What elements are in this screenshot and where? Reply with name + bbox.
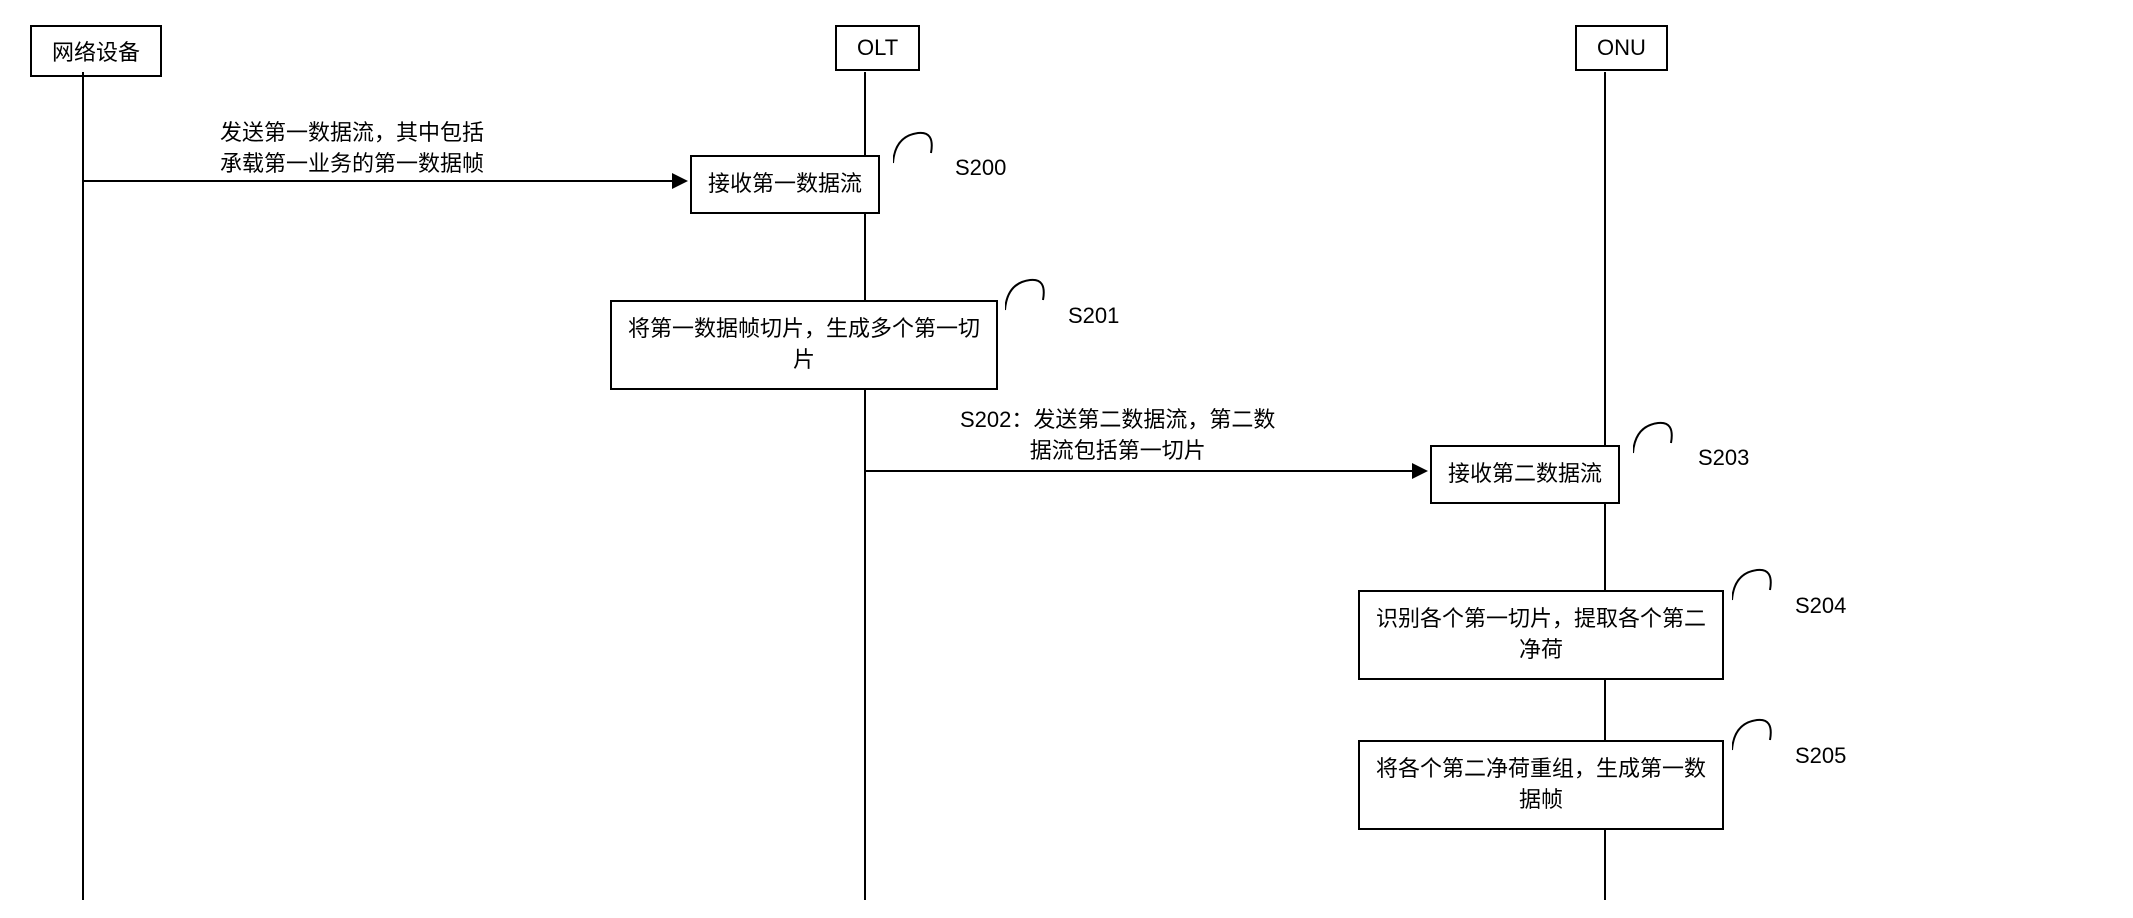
message1-text: 发送第一数据流，其中包括 承载第一业务的第一数据帧	[220, 118, 484, 180]
actor-network-device: 网络设备	[30, 25, 162, 77]
box-s203-text: 接收第二数据流	[1448, 461, 1602, 486]
message2-arrow	[1412, 463, 1428, 479]
box-s204-line1: 识别各个第一切片，提取各个第二	[1376, 606, 1706, 631]
box-s205: 将各个第二净荷重组，生成第一数 据帧	[1358, 740, 1724, 830]
actor-label: ONU	[1597, 35, 1646, 60]
box-s201-line2: 片	[793, 347, 815, 372]
lifeline-onu-mid1	[1604, 500, 1606, 590]
lifeline-network-device	[82, 72, 84, 900]
actor-label: OLT	[857, 35, 898, 60]
lifeline-onu-upper	[1604, 72, 1606, 445]
actor-onu: ONU	[1575, 25, 1668, 71]
lifeline-olt-lower	[864, 380, 866, 900]
box-s200: 接收第一数据流	[690, 155, 880, 214]
box-s205-line1: 将各个第二净荷重组，生成第一数	[1376, 756, 1706, 781]
message2-line	[865, 470, 1413, 472]
message2-line1: S202：发送第二数据流，第二数	[960, 407, 1275, 432]
box-s201: 将第一数据帧切片，生成多个第一切 片	[610, 300, 998, 390]
box-s200-text: 接收第一数据流	[708, 171, 862, 196]
message2-text: S202：发送第二数据流，第二数 据流包括第一切片	[960, 405, 1275, 467]
actor-olt: OLT	[835, 25, 920, 71]
curve-s203	[1633, 418, 1683, 458]
curve-s204	[1732, 565, 1782, 605]
message1-line	[83, 180, 673, 182]
label-s205: S205	[1795, 743, 1846, 769]
curve-s200	[893, 128, 943, 168]
box-s201-line1: 将第一数据帧切片，生成多个第一切	[628, 316, 980, 341]
message1-line2: 承载第一业务的第一数据帧	[220, 151, 484, 176]
box-s204-line2: 净荷	[1519, 637, 1563, 662]
actor-label: 网络设备	[52, 40, 140, 65]
curve-s201	[1005, 275, 1055, 315]
message1-line1: 发送第一数据流，其中包括	[220, 120, 484, 145]
curve-s205	[1732, 715, 1782, 755]
box-s204: 识别各个第一切片，提取各个第二 净荷	[1358, 590, 1724, 680]
box-s205-line2: 据帧	[1519, 787, 1563, 812]
message2-line2: 据流包括第一切片	[1030, 438, 1206, 463]
label-s201: S201	[1068, 303, 1119, 329]
box-s203: 接收第二数据流	[1430, 445, 1620, 504]
lifeline-onu-lower	[1604, 818, 1606, 900]
lifeline-olt-upper	[864, 72, 866, 155]
label-s203: S203	[1698, 445, 1749, 471]
label-s200: S200	[955, 155, 1006, 181]
lifeline-olt-mid1	[864, 210, 866, 300]
message1-arrow	[672, 173, 688, 189]
label-s204: S204	[1795, 593, 1846, 619]
